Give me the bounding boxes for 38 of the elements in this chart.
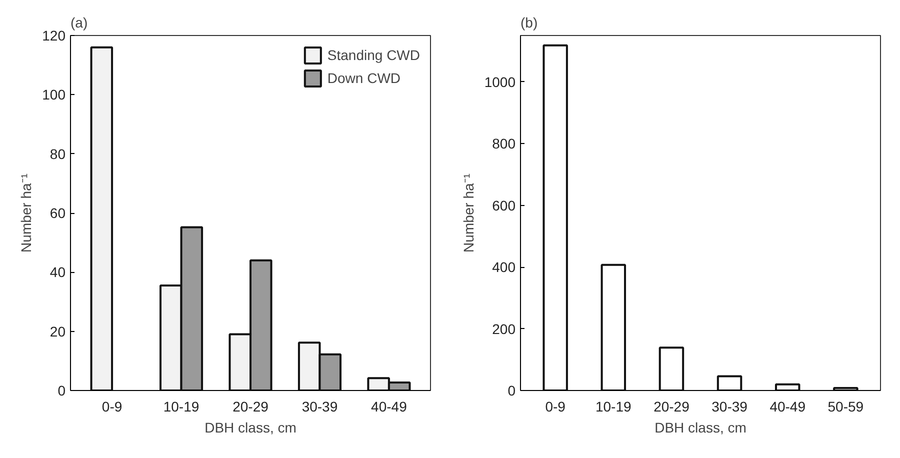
y-axis-title: Number ha⁻¹ xyxy=(18,173,34,252)
x-tick-label: 30-39 xyxy=(302,398,338,414)
x-axis-title: DBH class, cm xyxy=(204,420,296,436)
legend-label: Down CWD xyxy=(327,70,401,86)
bar xyxy=(774,383,800,390)
x-tick-label: 40-49 xyxy=(371,398,408,414)
x-tick-label: 0-9 xyxy=(102,398,122,414)
y-tick-label: 0 xyxy=(508,382,516,398)
x-axis-title: DBH class, cm xyxy=(654,420,746,436)
y-tick-label: 20 xyxy=(50,323,66,340)
bar xyxy=(716,375,742,390)
x-tick-label: 50-59 xyxy=(828,398,864,414)
y-tick-label: 40 xyxy=(50,264,66,280)
y-tick-label: 0 xyxy=(58,382,66,398)
x-tick-label: 10-19 xyxy=(596,398,632,414)
y-axis-title: Number ha⁻¹ xyxy=(460,173,476,252)
y-tick-label: 120 xyxy=(42,28,66,44)
x-tick-label: 20-29 xyxy=(654,398,690,414)
bar xyxy=(542,44,568,390)
y-tick-label: 200 xyxy=(492,320,516,337)
y-tick-label: 600 xyxy=(492,197,516,214)
x-tick-label: 10-19 xyxy=(163,398,200,414)
bar xyxy=(658,346,684,390)
y-tick-label: 400 xyxy=(492,259,516,276)
y-tick-label: 1000 xyxy=(484,74,516,90)
y-tick-label: 800 xyxy=(492,136,516,152)
x-tick-label: 40-49 xyxy=(770,398,806,414)
x-tick-label: 0-9 xyxy=(545,398,566,414)
chart-title: (a) xyxy=(70,14,88,30)
x-tick-label: 30-39 xyxy=(712,398,748,414)
y-tick-label: 80 xyxy=(50,146,66,162)
bar xyxy=(600,264,626,390)
bar xyxy=(90,46,114,390)
chart-title: (b) xyxy=(520,14,538,30)
y-tick-label: 100 xyxy=(42,86,66,103)
x-tick-label: 20-29 xyxy=(232,398,269,414)
y-tick-label: 60 xyxy=(50,205,66,221)
legend-label: Standing CWD xyxy=(327,47,420,63)
